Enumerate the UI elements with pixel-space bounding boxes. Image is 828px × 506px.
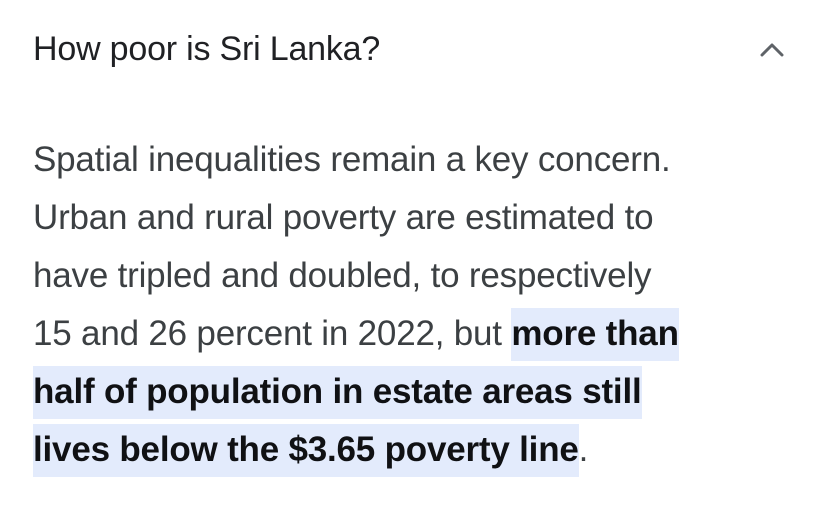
answer-line: Urban and rural poverty are estimated to: [33, 189, 803, 247]
faq-question-header[interactable]: How poor is Sri Lanka?: [0, 0, 828, 96]
faq-question-text: How poor is Sri Lanka?: [33, 30, 381, 68]
answer-line: have tripled and doubled, to respectivel…: [33, 247, 803, 305]
chevron-up-icon[interactable]: [758, 38, 786, 60]
answer-line: lives below the $3.65 poverty line.: [33, 421, 803, 479]
answer-line: 15 and 26 percent in 2022, but more than: [33, 305, 803, 363]
answer-text: 15 and 26 percent in 2022, but: [33, 314, 512, 353]
answer-line: half of population in estate areas still: [33, 363, 803, 421]
highlighted-answer-text: more than: [511, 308, 679, 361]
highlighted-answer-text: half of population in estate areas still: [33, 366, 642, 419]
answer-text: Urban and rural poverty are estimated to: [33, 198, 654, 237]
answer-text: .: [578, 430, 589, 469]
answer-line: Spatial inequalities remain a key concer…: [33, 131, 803, 189]
answer-text: Spatial inequalities remain a key concer…: [33, 140, 671, 179]
highlighted-answer-text: lives below the $3.65 poverty line: [33, 424, 579, 477]
faq-answer: Spatial inequalities remain a key concer…: [33, 131, 803, 479]
answer-text: have tripled and doubled, to respectivel…: [33, 256, 652, 295]
